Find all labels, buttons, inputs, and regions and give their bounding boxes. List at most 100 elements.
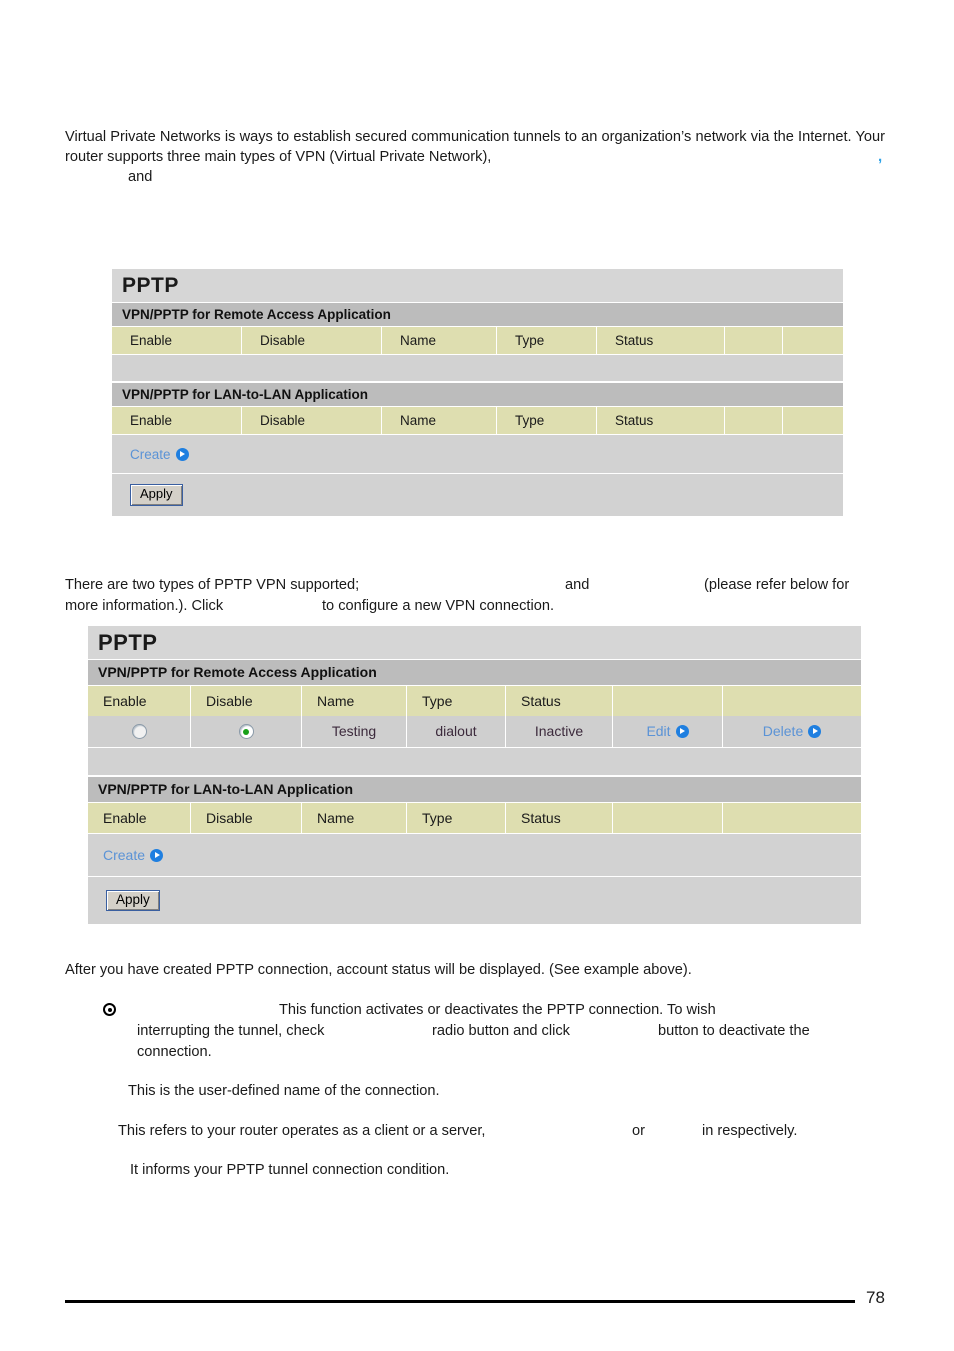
delete-link[interactable]: Delete xyxy=(762,716,822,747)
middle-paragraph-line2-b: to configure a new VPN connection. xyxy=(322,596,554,616)
arrow-right-icon xyxy=(808,725,822,738)
cell-edit[interactable]: Edit xyxy=(613,716,723,747)
name-description-text: This is the user-defined name of the con… xyxy=(128,1083,440,1099)
create-link-label: Create xyxy=(130,446,171,462)
cell-name-value: Testing xyxy=(331,723,377,739)
cell-delete[interactable]: Delete xyxy=(723,716,861,747)
middle-paragraph-line2-b-text: to configure a new VPN connection. xyxy=(322,598,555,614)
create-link[interactable]: Create xyxy=(103,847,164,863)
panel-title-pptp: PPTP xyxy=(112,269,843,302)
col-header-enable: Enable xyxy=(88,686,191,716)
col-header-status-label: Status xyxy=(615,413,654,428)
panel-title-text: PPTP xyxy=(98,630,158,655)
type-description: This refers to your router operates as a… xyxy=(118,1121,485,1141)
col-header-edit xyxy=(613,686,723,716)
middle-paragraph-line1-a: There are two types of PPTP VPN supporte… xyxy=(65,575,359,595)
cell-status-value: Inactive xyxy=(534,723,584,739)
intro-paragraph: Virtual Private Networks is ways to esta… xyxy=(65,127,885,167)
middle-paragraph-and: and xyxy=(565,575,589,595)
bullet-radio-icon xyxy=(103,1003,116,1016)
panel-title-text: PPTP xyxy=(122,274,179,297)
col-header-status-label: Status xyxy=(615,333,654,348)
status-description-text: It informs your PPTP tunnel connection c… xyxy=(130,1162,450,1178)
cell-enable-radio[interactable] xyxy=(88,716,191,747)
col-header-delete xyxy=(723,803,861,833)
remote-access-empty-body xyxy=(112,354,843,382)
col-header-name: Name xyxy=(302,803,407,833)
cell-type: dialout xyxy=(407,716,506,747)
table-row: Testing dialout Inactive Edit Delete xyxy=(88,716,861,747)
intro-paragraph-line3: and xyxy=(128,167,152,187)
col-header-enable-label: Enable xyxy=(130,333,173,348)
section-remote-access: VPN/PPTP for Remote Access Application xyxy=(112,302,843,327)
create-link-label: Create xyxy=(103,847,146,863)
delete-link-label: Delete xyxy=(762,723,804,739)
col-header-enable-label: Enable xyxy=(103,693,147,709)
apply-button[interactable]: Apply xyxy=(106,889,160,912)
col-header-name: Name xyxy=(382,327,497,354)
col-header-name-label: Name xyxy=(317,693,355,709)
col-header-status-label: Status xyxy=(521,810,561,826)
col-header-name-label: Name xyxy=(400,413,437,428)
apply-button-label: Apply xyxy=(140,486,173,502)
col-header-status-label: Status xyxy=(521,693,561,709)
intro-paragraph-line3-text: and xyxy=(128,169,153,185)
middle-paragraph-line2-a-text: more information.). Click xyxy=(65,598,224,614)
intro-blue-comma: , xyxy=(878,148,882,165)
enable-radio-button[interactable] xyxy=(131,724,147,740)
apply-button[interactable]: Apply xyxy=(130,484,183,506)
footer-divider xyxy=(65,1300,855,1303)
col-header-enable: Enable xyxy=(112,407,242,434)
col-header-disable-label: Disable xyxy=(260,333,306,348)
col-header-delete xyxy=(783,407,843,434)
col-header-status: Status xyxy=(506,686,613,716)
col-header-type-label: Type xyxy=(422,810,453,826)
bullet-line2-b: radio button and click xyxy=(432,1021,570,1041)
create-link[interactable]: Create xyxy=(130,447,189,462)
col-header-name: Name xyxy=(382,407,497,434)
col-header-disable-label: Disable xyxy=(206,810,253,826)
middle-paragraph-and-text: and xyxy=(565,577,590,593)
section-lan-to-lan: VPN/PPTP for LAN-to-LAN Application xyxy=(88,776,861,803)
bullet-line3: connection. xyxy=(137,1042,212,1062)
cell-type-value: dialout xyxy=(435,723,477,739)
col-header-delete xyxy=(783,327,843,354)
type-description-or-text: or xyxy=(632,1123,645,1139)
col-header-status: Status xyxy=(597,327,725,354)
col-header-type-label: Type xyxy=(422,693,453,709)
col-header-edit xyxy=(725,327,783,354)
edit-link[interactable]: Edit xyxy=(646,716,689,747)
type-description-end-text: in respectively. xyxy=(702,1123,798,1139)
bullet-line2-b-text: radio button and click xyxy=(432,1023,570,1039)
cell-disable-radio[interactable] xyxy=(191,716,302,747)
after-created-paragraph: After you have created PPTP connection, … xyxy=(65,960,692,980)
section-remote-access: VPN/PPTP for Remote Access Application xyxy=(88,659,861,686)
col-header-type-label: Type xyxy=(515,413,545,428)
col-header-disable: Disable xyxy=(242,407,382,434)
col-header-type: Type xyxy=(497,407,597,434)
remote-access-header-row: Enable Disable Name Type Status xyxy=(112,327,843,354)
col-header-disable-label: Disable xyxy=(260,413,306,428)
col-header-name-label: Name xyxy=(317,810,355,826)
col-header-enable-label: Enable xyxy=(130,413,173,428)
middle-paragraph-line1-b-text: (please refer below for xyxy=(704,577,850,593)
section-lan-to-lan-label: VPN/PPTP for LAN-to-LAN Application xyxy=(122,387,368,402)
name-description: This is the user-defined name of the con… xyxy=(128,1081,440,1101)
bullet-line2-c: button to deactivate the xyxy=(658,1021,810,1041)
section-remote-access-label: VPN/PPTP for Remote Access Application xyxy=(98,664,377,680)
col-header-disable: Disable xyxy=(191,803,302,833)
bullet-line3-text: connection. xyxy=(137,1044,212,1060)
col-header-type: Type xyxy=(497,327,597,354)
disable-radio-button[interactable] xyxy=(238,724,254,740)
col-header-disable: Disable xyxy=(242,327,382,354)
edit-link-label: Edit xyxy=(646,723,671,739)
bullet-line2-c-text: button to deactivate the xyxy=(658,1023,810,1039)
bullet-line1-text: This function activates or deactivates t… xyxy=(279,1002,716,1018)
remote-access-header-row: Enable Disable Name Type Status xyxy=(88,686,861,716)
arrow-right-icon xyxy=(150,848,164,862)
col-header-name: Name xyxy=(302,686,407,716)
col-header-disable-label: Disable xyxy=(206,693,253,709)
col-header-type: Type xyxy=(407,686,506,716)
section-lan-to-lan-label: VPN/PPTP for LAN-to-LAN Application xyxy=(98,781,354,797)
bullet-line2-a: interrupting the tunnel, check xyxy=(137,1021,324,1041)
